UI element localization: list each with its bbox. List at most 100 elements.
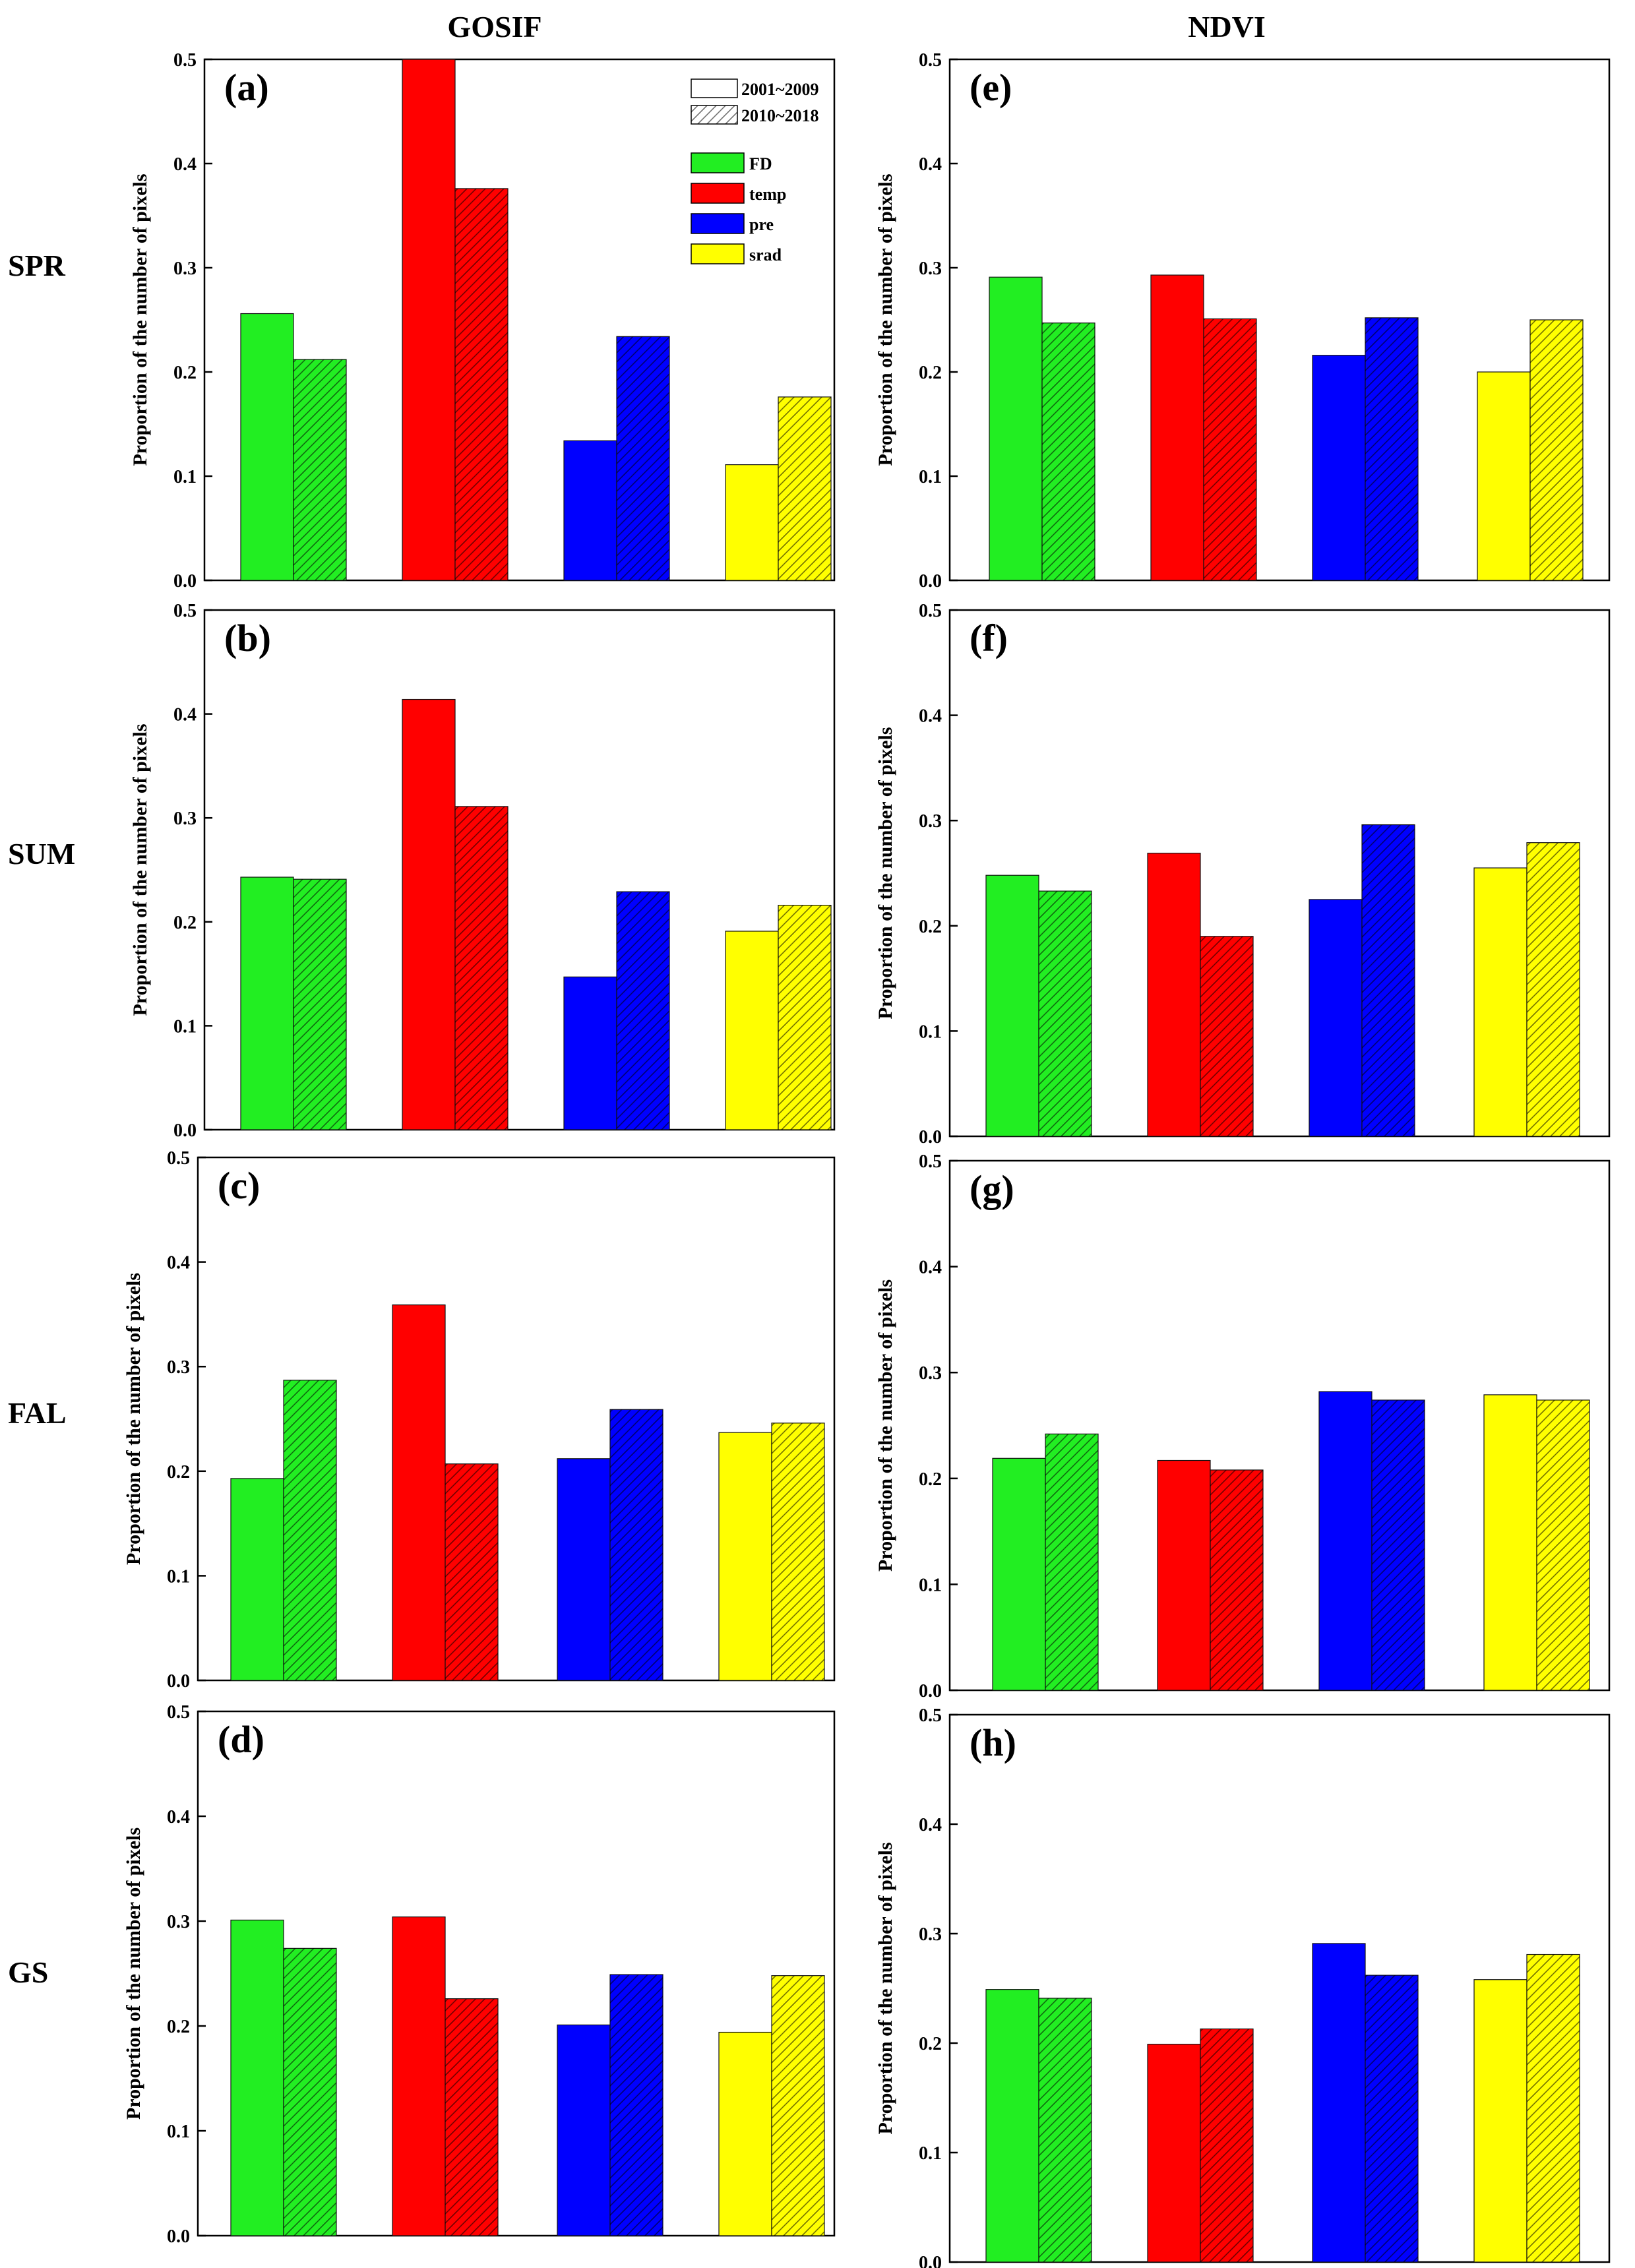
bar-srad-2001-2009: [1477, 371, 1531, 581]
y-tick-label: 0.0: [173, 571, 197, 592]
bar-hatch-overlay: [445, 1463, 498, 1680]
y-tick-label: 0.2: [919, 2034, 942, 2054]
panel-f: 0.0 0.1 0.2 0.3 0.4 0.5 (f) Proportion of the n…: [875, 601, 1611, 1148]
bar-hatch-overlay: [1362, 824, 1415, 1136]
y-tick-label: 0.2: [919, 1469, 942, 1490]
panel-b: 0.0 0.1 0.2 0.3 0.4 0.5 (b) Proportion of the n…: [129, 601, 836, 1141]
legend-period-swatch-solid: [691, 78, 738, 98]
bar-srad-2001-2009: [718, 2031, 772, 2236]
panel-letter: (d): [218, 1718, 264, 1761]
bar-pre-2001-2009: [1309, 899, 1363, 1137]
panel-d: 0.0 0.1 0.2 0.3 0.4 0.5 (d) Proportion of the n…: [123, 1702, 836, 2247]
panel-letter: (c): [218, 1164, 260, 1207]
legend-label-pre: pre: [749, 215, 774, 234]
y-tick-label: 0.3: [919, 1924, 942, 1945]
y-tick-label: 0.0: [919, 1681, 942, 1701]
row-label-spr: SPR: [8, 249, 66, 282]
y-tick-label: 0.4: [173, 154, 197, 175]
panel-letter: (f): [970, 617, 1008, 659]
bar-srad-2001-2009: [725, 464, 779, 581]
bar-fd-2001-2009: [240, 313, 294, 581]
bar-hatch-overlay: [1200, 936, 1253, 1136]
y-axis-label: Proportion of the number of pixels: [129, 723, 151, 1016]
y-tick-label: 0.0: [173, 1120, 197, 1141]
y-tick-label: 0.3: [167, 1912, 190, 1932]
bar-hatch-overlay: [293, 359, 346, 580]
bar-hatch-overlay: [1045, 1434, 1098, 1690]
bar-hatch-overlay: [610, 1975, 663, 2236]
bar-hatch-overlay: [1527, 842, 1580, 1136]
y-tick-label: 0.2: [919, 363, 942, 383]
bar-hatch-overlay: [293, 879, 346, 1130]
bar-hatch-overlay: [1365, 317, 1418, 580]
y-tick-label: 0.3: [919, 259, 942, 279]
y-axis-label: Proportion of the number of pixels: [875, 727, 896, 1019]
legend-label-fd: FD: [749, 154, 772, 173]
legend-period-swatch-hatched: [691, 105, 738, 125]
bar-hatch-overlay: [455, 806, 508, 1130]
y-tick-label: 0.4: [919, 154, 942, 175]
y-tick-label: 0.4: [167, 1253, 190, 1273]
row-label-fal: FAL: [8, 1396, 67, 1430]
bar-hatch-overlay: [1204, 319, 1256, 580]
panel-letter: (g): [970, 1167, 1014, 1210]
bar-hatch-overlay: [778, 905, 831, 1130]
bar-fd-2001-2009: [230, 1919, 284, 2236]
panel-h: 0.0 0.1 0.2 0.3 0.4 0.5 (h) Proportion of the n…: [875, 1705, 1611, 2268]
bar-hatch-overlay: [1042, 322, 1095, 580]
plot-frame: [948, 609, 1611, 1138]
row-label-gs: GS: [8, 1955, 48, 1989]
bar-temp-2001-2009: [402, 59, 456, 581]
bar-fd-2001-2009: [985, 874, 1039, 1137]
bar-hatch-overlay: [772, 1975, 824, 2236]
panel-letter: (b): [224, 617, 271, 659]
panel-letter: (e): [970, 66, 1012, 109]
bar-fd-2001-2009: [989, 276, 1043, 581]
bar-hatch-overlay: [778, 396, 831, 580]
y-tick-label: 0.5: [173, 601, 197, 621]
y-tick-label: 0.1: [919, 1575, 942, 1595]
bar-hatch-overlay: [1365, 1975, 1418, 2262]
bar-hatch-overlay: [445, 1998, 498, 2236]
panel-c: 0.0 0.1 0.2 0.3 0.4 0.5 (c) Proportion of the n…: [123, 1148, 836, 1692]
y-tick-label: 0.1: [919, 467, 942, 487]
y-tick-label: 0.1: [167, 1566, 190, 1587]
bar-hatch-overlay: [1537, 1399, 1589, 1690]
panel-letter: (a): [224, 66, 269, 109]
y-tick-label: 0.3: [919, 1363, 942, 1384]
y-tick-label: 0.4: [919, 1258, 942, 1278]
y-tick-label: 0.1: [919, 2143, 942, 2164]
legend-swatch-srad: [691, 243, 745, 264]
y-tick-label: 0.3: [173, 259, 197, 279]
legend-swatch-temp: [691, 183, 745, 204]
plot-frame: [197, 1156, 836, 1682]
bar-hatch-overlay: [610, 1409, 663, 1680]
row-label-sum: SUM: [8, 837, 75, 871]
y-tick-label: 0.0: [167, 2226, 190, 2247]
bar-hatch-overlay: [617, 892, 669, 1130]
bar-pre-2001-2009: [1318, 1391, 1373, 1691]
y-tick-label: 0.4: [919, 706, 942, 727]
y-tick-label: 0.5: [167, 1702, 190, 1723]
bar-srad-2001-2009: [1473, 1979, 1527, 2263]
y-tick-label: 0.5: [919, 50, 942, 71]
y-tick-label: 0.5: [167, 1148, 190, 1169]
y-tick-label: 0.3: [167, 1357, 190, 1378]
y-tick-label: 0.3: [919, 811, 942, 832]
bar-fd-2001-2009: [230, 1478, 284, 1681]
y-tick-label: 0.2: [167, 1462, 190, 1483]
y-tick-label: 0.1: [173, 467, 197, 487]
y-tick-label: 0.1: [173, 1016, 197, 1037]
y-tick-label: 0.2: [167, 2017, 190, 2037]
bar-hatch-overlay: [1039, 891, 1092, 1136]
y-axis-label: Proportion of the number of pixels: [123, 1273, 144, 1565]
legend-label-temp: temp: [749, 185, 786, 204]
y-axis-label: Proportion of the number of pixels: [875, 1279, 896, 1572]
y-tick-label: 0.1: [919, 1022, 942, 1042]
legend-label-srad: srad: [749, 245, 782, 264]
bar-temp-2001-2009: [1147, 2044, 1201, 2263]
y-tick-label: 0.3: [173, 809, 197, 829]
plot-frame: [197, 1710, 836, 2237]
legend: 2001~2009 2010~2018 FD temp pre srad: [691, 78, 819, 264]
